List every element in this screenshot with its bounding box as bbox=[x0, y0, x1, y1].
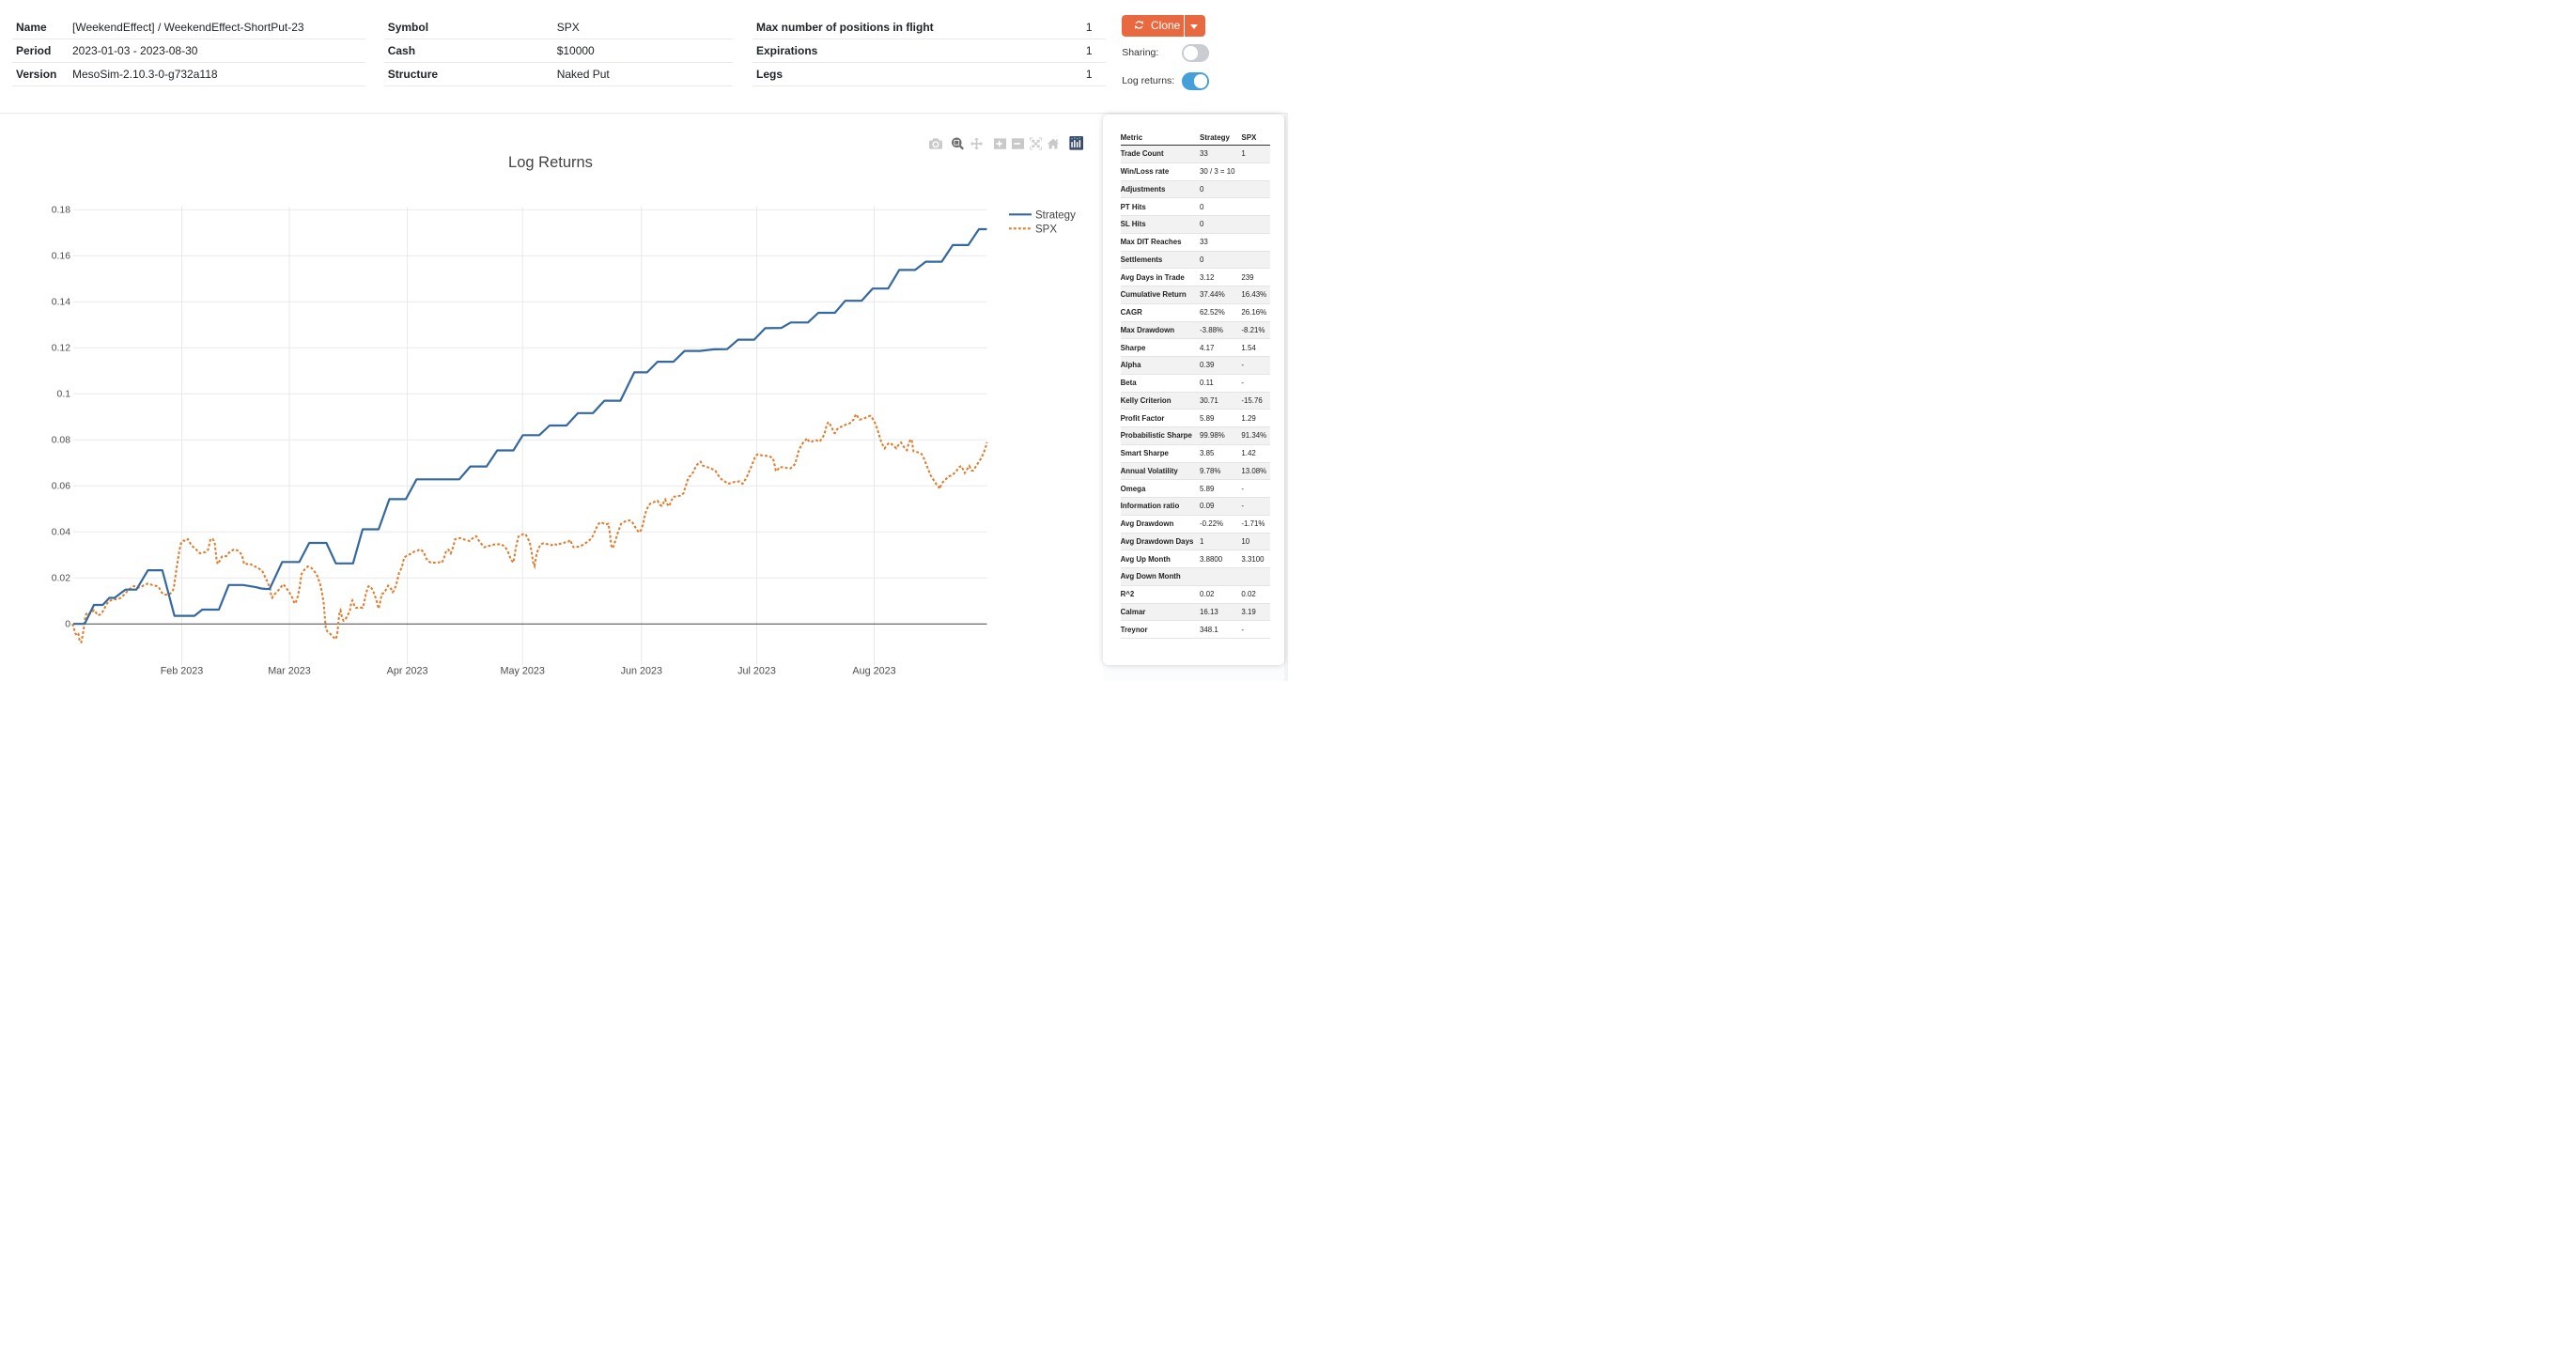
svg-text:0.04: 0.04 bbox=[52, 527, 70, 537]
svg-text:Aug 2023: Aug 2023 bbox=[852, 665, 895, 676]
svg-text:SPX: SPX bbox=[1035, 224, 1057, 236]
svg-text:0.12: 0.12 bbox=[52, 343, 70, 353]
svg-text:0.18: 0.18 bbox=[52, 205, 70, 215]
svg-text:Log Returns: Log Returns bbox=[508, 154, 593, 171]
svg-text:Jul 2023: Jul 2023 bbox=[737, 665, 776, 676]
svg-text:Feb 2023: Feb 2023 bbox=[161, 665, 204, 676]
svg-text:0.06: 0.06 bbox=[52, 481, 70, 491]
svg-text:0.1: 0.1 bbox=[57, 389, 71, 399]
svg-text:0.16: 0.16 bbox=[52, 251, 70, 261]
svg-text:Strategy: Strategy bbox=[1035, 210, 1076, 222]
svg-text:0.14: 0.14 bbox=[52, 297, 70, 307]
svg-text:0.08: 0.08 bbox=[52, 435, 70, 445]
svg-text:Jun 2023: Jun 2023 bbox=[621, 665, 662, 676]
svg-text:May 2023: May 2023 bbox=[500, 665, 544, 676]
svg-text:Apr 2023: Apr 2023 bbox=[387, 665, 428, 676]
svg-text:Mar 2023: Mar 2023 bbox=[268, 665, 311, 676]
svg-text:0.02: 0.02 bbox=[52, 573, 70, 583]
svg-text:0: 0 bbox=[65, 619, 70, 629]
